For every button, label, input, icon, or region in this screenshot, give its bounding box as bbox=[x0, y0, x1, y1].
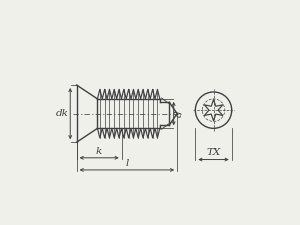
Text: d: d bbox=[175, 110, 184, 117]
Text: TX: TX bbox=[206, 148, 220, 157]
Text: dk: dk bbox=[56, 109, 69, 118]
Text: k: k bbox=[96, 146, 102, 155]
Text: l: l bbox=[125, 159, 129, 168]
